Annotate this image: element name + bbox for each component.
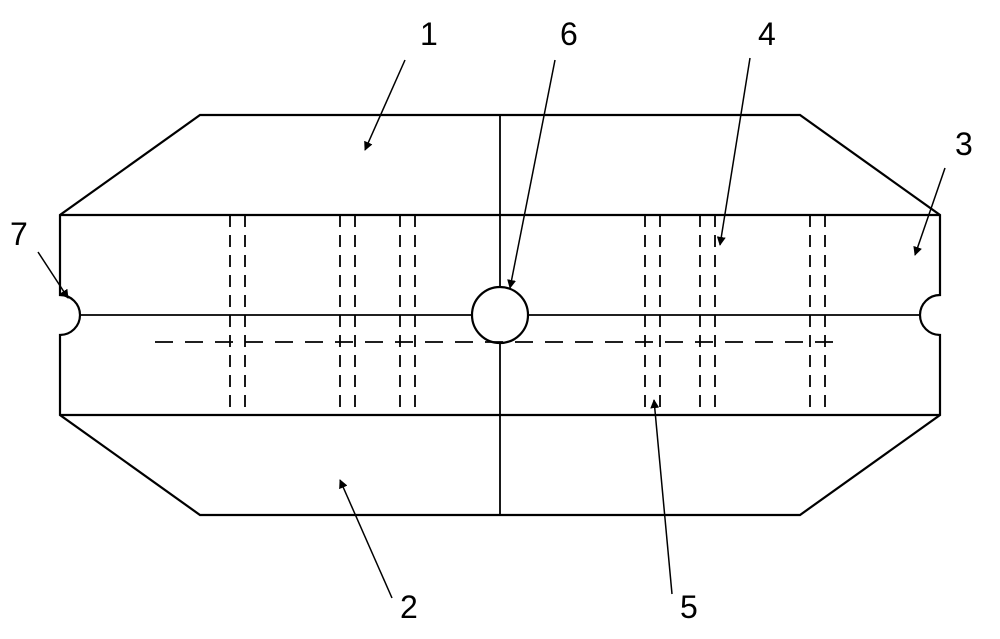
label-4: 4	[758, 16, 776, 52]
label-7: 7	[10, 216, 28, 252]
label-1: 1	[420, 16, 438, 52]
label-2: 2	[400, 589, 418, 625]
label-6: 6	[560, 16, 578, 52]
technical-diagram: 1 6 4 3 7 2 5	[0, 0, 1000, 639]
label-3: 3	[955, 126, 973, 162]
label-5: 5	[680, 589, 698, 625]
canvas-bg	[0, 0, 1000, 639]
